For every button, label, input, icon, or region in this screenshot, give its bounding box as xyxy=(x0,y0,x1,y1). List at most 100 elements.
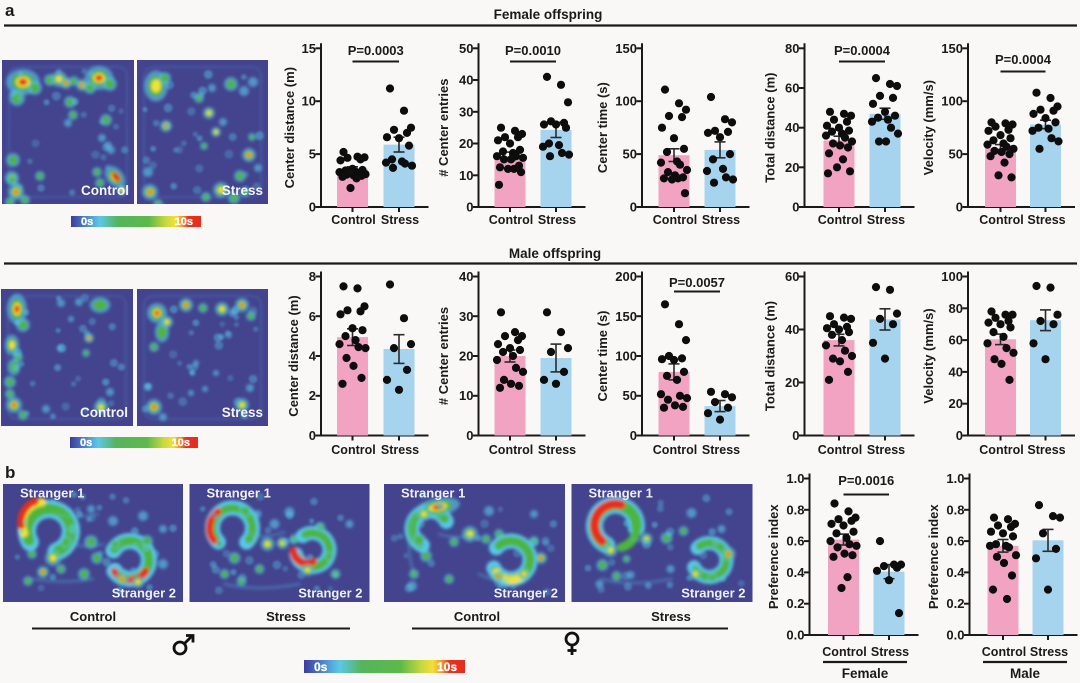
svg-text:60: 60 xyxy=(785,81,799,96)
svg-text:40: 40 xyxy=(459,73,473,88)
svg-text:100: 100 xyxy=(615,94,637,109)
svg-text:10: 10 xyxy=(459,388,473,403)
svg-text:30: 30 xyxy=(459,309,473,324)
svg-text:P=0.0003: P=0.0003 xyxy=(348,43,404,58)
svg-text:0: 0 xyxy=(630,200,637,215)
svg-text:10: 10 xyxy=(302,94,316,109)
svg-text:40: 40 xyxy=(459,269,473,284)
svg-text:30: 30 xyxy=(459,104,473,119)
svg-text:0.6: 0.6 xyxy=(946,534,964,549)
svg-text:Stress: Stress xyxy=(538,213,576,227)
svg-text:0s: 0s xyxy=(81,216,93,228)
svg-text:P=0.0010: P=0.0010 xyxy=(505,43,561,58)
svg-text:Stress: Stress xyxy=(1027,213,1065,227)
svg-text:Stress: Stress xyxy=(702,213,740,227)
svg-text:40: 40 xyxy=(949,364,963,379)
svg-text:Stranger 1: Stranger 1 xyxy=(401,486,465,501)
svg-text:40: 40 xyxy=(785,322,799,337)
svg-text:0.8: 0.8 xyxy=(946,502,964,517)
svg-text:Total distance (m): Total distance (m) xyxy=(763,73,778,183)
svg-text:1.0: 1.0 xyxy=(786,471,804,486)
svg-text:Female offspring: Female offspring xyxy=(494,7,603,22)
svg-text:0: 0 xyxy=(309,428,316,443)
svg-text:0.0: 0.0 xyxy=(786,628,804,643)
svg-text:0: 0 xyxy=(630,428,637,443)
svg-text:Center time (s): Center time (s) xyxy=(595,310,610,401)
svg-text:Stranger 2: Stranger 2 xyxy=(494,586,558,601)
svg-text:Control: Control xyxy=(818,443,862,457)
svg-text:100: 100 xyxy=(941,94,963,109)
svg-text:Control: Control xyxy=(331,443,375,457)
svg-text:Preference index: Preference index xyxy=(766,504,781,610)
svg-text:8: 8 xyxy=(309,269,316,284)
svg-text:P=0.0004: P=0.0004 xyxy=(995,52,1052,67)
svg-text:0.2: 0.2 xyxy=(786,596,804,611)
svg-text:15: 15 xyxy=(302,41,316,56)
svg-text:0: 0 xyxy=(309,200,316,215)
svg-text:Stranger 2: Stranger 2 xyxy=(681,586,745,601)
svg-text:20: 20 xyxy=(785,375,799,390)
svg-text:150: 150 xyxy=(615,309,637,324)
svg-text:0: 0 xyxy=(466,428,473,443)
svg-text:60: 60 xyxy=(949,333,963,348)
svg-text:Stranger 1: Stranger 1 xyxy=(207,486,271,501)
svg-text:Stress: Stress xyxy=(702,443,740,457)
svg-text:Control: Control xyxy=(331,213,375,227)
svg-text:P=0.0016: P=0.0016 xyxy=(838,473,894,488)
svg-text:Control: Control xyxy=(979,443,1023,457)
svg-text:Center distance (m): Center distance (m) xyxy=(286,295,301,416)
svg-text:150: 150 xyxy=(941,41,963,56)
svg-text:Stranger 1: Stranger 1 xyxy=(20,486,84,501)
svg-text:Control: Control xyxy=(489,213,533,227)
svg-text:Control: Control xyxy=(979,213,1023,227)
svg-text:0: 0 xyxy=(956,200,963,215)
svg-text:0.4: 0.4 xyxy=(786,565,805,580)
svg-text:40: 40 xyxy=(785,120,799,135)
svg-text:50: 50 xyxy=(623,147,637,162)
svg-text:Preference index: Preference index xyxy=(926,504,941,610)
svg-text:Male offspring: Male offspring xyxy=(509,246,601,261)
svg-text:Stranger 2: Stranger 2 xyxy=(298,586,362,601)
svg-text:Control: Control xyxy=(81,183,129,198)
svg-text:0: 0 xyxy=(956,428,963,443)
svg-text:Center time (s): Center time (s) xyxy=(595,82,610,173)
svg-text:2: 2 xyxy=(309,388,316,403)
svg-text:Stranger 2: Stranger 2 xyxy=(112,586,176,601)
svg-text:Control: Control xyxy=(80,405,128,420)
svg-text:Velocity (mm/s): Velocity (mm/s) xyxy=(921,80,936,175)
svg-text:Control: Control xyxy=(982,645,1026,659)
svg-text:Control: Control xyxy=(822,645,866,659)
svg-text:Stress: Stress xyxy=(651,609,691,624)
svg-text:10: 10 xyxy=(459,168,473,183)
svg-text:Stress: Stress xyxy=(1027,443,1065,457)
svg-text:Stress: Stress xyxy=(381,213,419,227)
svg-text:Stress: Stress xyxy=(1030,645,1068,659)
svg-text:0: 0 xyxy=(792,200,799,215)
svg-text:0: 0 xyxy=(466,200,473,215)
svg-text:10s: 10s xyxy=(175,216,193,228)
svg-text:Control: Control xyxy=(489,443,533,457)
svg-text:0.2: 0.2 xyxy=(946,596,964,611)
svg-text:P=0.0004: P=0.0004 xyxy=(834,43,891,58)
svg-text:a: a xyxy=(5,1,15,20)
svg-text:60: 60 xyxy=(785,269,799,284)
svg-text:Velocity (mm/s): Velocity (mm/s) xyxy=(921,308,936,403)
svg-text:0.4: 0.4 xyxy=(946,565,965,580)
svg-text:50: 50 xyxy=(949,147,963,162)
svg-text:b: b xyxy=(5,463,15,482)
svg-text:80: 80 xyxy=(949,301,963,316)
svg-text:100: 100 xyxy=(615,349,637,364)
svg-text:50: 50 xyxy=(459,41,473,56)
svg-text:Stress: Stress xyxy=(538,443,576,457)
svg-text:10s: 10s xyxy=(172,437,190,449)
svg-text:6: 6 xyxy=(309,309,316,324)
svg-text:# Center entries: # Center entries xyxy=(436,79,451,177)
svg-text:Stress: Stress xyxy=(871,645,909,659)
svg-text:# Center entries: # Center entries xyxy=(436,307,451,405)
svg-text:Control: Control xyxy=(653,213,697,227)
svg-text:0: 0 xyxy=(792,428,799,443)
svg-text:50: 50 xyxy=(623,388,637,403)
svg-text:Control: Control xyxy=(454,609,500,624)
svg-text:Male: Male xyxy=(1010,666,1041,681)
svg-text:Stress: Stress xyxy=(867,443,905,457)
